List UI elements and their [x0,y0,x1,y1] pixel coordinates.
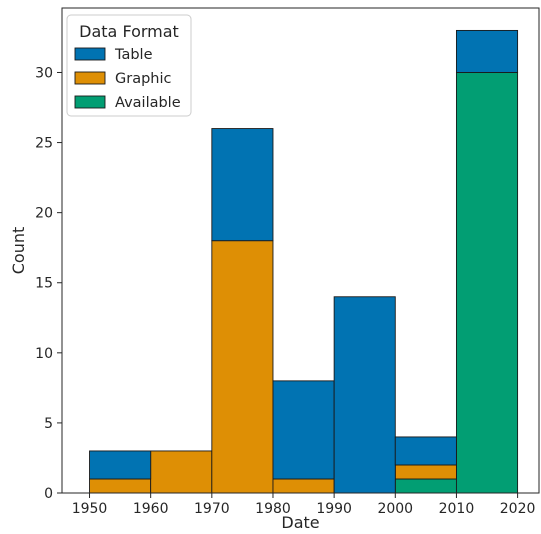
bar-graphic-2000 [394,464,457,480]
x-tick-label: 1970 [194,501,230,517]
legend-frame [66,14,192,117]
y-axis-title: Count [9,227,28,275]
bar-available-2010 [455,72,519,494]
y-tick-label: 15 [35,276,53,292]
x-tick-label: 1980 [255,501,291,517]
legend-swatch-available [74,95,106,109]
bar-graphic-1950 [89,478,152,494]
bars-layer [89,29,519,494]
y-tick-label: 25 [35,136,53,152]
x-axis-ticks: 1950 1960 1970 1980 1990 2000 2010 2020 [72,493,536,517]
bar-available-2000 [394,478,457,494]
y-tick-label: 30 [35,65,53,81]
y-tick-label: 10 [35,346,53,362]
legend-label-table: Table [114,47,153,63]
legend-items: Table Graphic Available [74,47,181,111]
bar-table-1950 [89,450,152,480]
legend-label-graphic: Graphic [115,71,172,87]
bar-graphic-1980 [272,478,335,494]
bar-table-2000 [394,436,457,466]
bar-table-1970 [211,128,274,242]
x-tick-label: 2020 [500,501,536,517]
plot-frame [61,7,540,494]
legend: Data Format Table Graphic Available [66,14,192,117]
bar-table-1990 [333,296,396,494]
legend-label-available: Available [115,95,181,111]
bar-table-2010 [455,29,519,73]
x-tick-label: 1950 [72,501,108,517]
bar-graphic-1970 [211,240,274,494]
legend-title: Data Format [79,22,179,41]
x-tick-label: 2000 [377,501,413,517]
x-tick-label: 1990 [316,501,352,517]
x-axis-title: Date [281,513,319,532]
y-tick-label: 20 [35,206,53,222]
legend-swatch-table [74,47,106,61]
x-tick-label: 1960 [133,501,169,517]
y-tick-label: 0 [44,486,53,502]
bar-table-1980 [272,380,335,480]
bar-graphic-1960 [150,450,213,494]
legend-swatch-graphic [74,71,106,85]
x-tick-label: 2010 [439,501,475,517]
y-axis-ticks: 0 5 10 15 20 25 30 [35,65,62,502]
y-tick-label: 5 [44,416,53,432]
